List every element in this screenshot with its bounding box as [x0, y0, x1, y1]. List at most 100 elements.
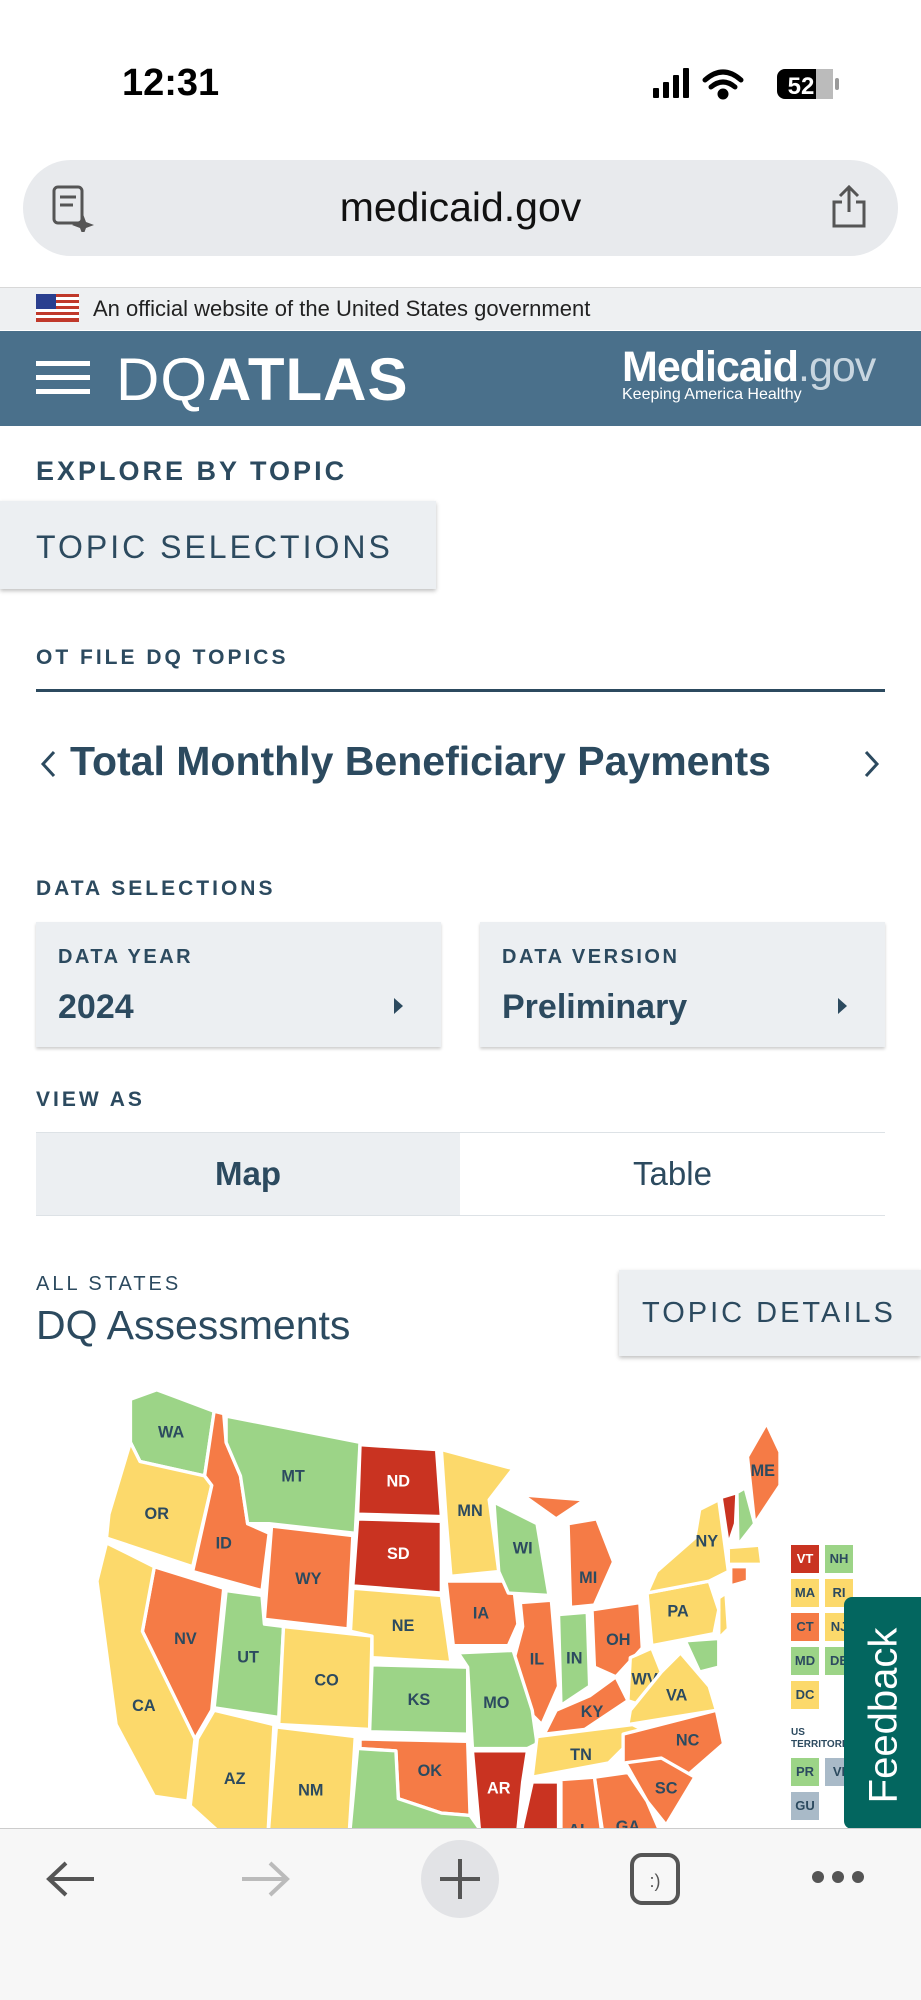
state-label-ny: NY	[696, 1533, 719, 1551]
state-sd[interactable]	[351, 1517, 444, 1595]
state-me[interactable]	[745, 1421, 780, 1526]
next-topic-chevron-icon[interactable]	[862, 748, 882, 780]
feedback-tab[interactable]: Feedback	[844, 1597, 921, 1829]
brand-suffix: .gov	[798, 343, 876, 391]
state-mi[interactable]	[566, 1517, 616, 1610]
caret-right-icon	[394, 998, 403, 1014]
state-ca[interactable]	[95, 1541, 197, 1803]
legend-state-ma[interactable]: MA	[791, 1579, 819, 1607]
state-label-mn: MN	[457, 1502, 482, 1520]
state-ms[interactable]	[515, 1780, 561, 1830]
brand-tagline: Keeping America Healthy	[622, 386, 802, 403]
data-year-select[interactable]: DATA YEAR 2024	[36, 922, 441, 1047]
status-time: 12:31	[122, 62, 220, 104]
legend-state-pr[interactable]: PR	[791, 1758, 819, 1786]
reader-page-icon[interactable]	[51, 184, 95, 232]
state-az[interactable]	[188, 1708, 276, 1830]
topics-section-label: OT FILE DQ TOPICS	[36, 646, 289, 669]
new-tab-plus-icon[interactable]	[420, 1839, 500, 1919]
state-ny[interactable]	[645, 1498, 731, 1595]
view-map-tab[interactable]: Map	[36, 1133, 460, 1215]
state-label-ky: KY	[581, 1703, 604, 1721]
legend-state-vt[interactable]: VT	[791, 1545, 819, 1573]
explore-heading: EXPLORE BY TOPIC	[36, 456, 348, 486]
state-label-wy: WY	[295, 1570, 321, 1588]
legend-state-nh[interactable]: NH	[825, 1545, 853, 1573]
state-ar[interactable]	[470, 1749, 530, 1830]
battery-level: 52	[788, 73, 815, 100]
more-options-icon[interactable]	[810, 1869, 866, 1885]
data-year-label: DATA YEAR	[58, 946, 194, 968]
state-mi[interactable]	[520, 1493, 587, 1521]
state-label-wa: WA	[158, 1424, 184, 1442]
state-label-sd: SD	[387, 1545, 410, 1563]
view-toggle: Map Table	[36, 1132, 885, 1216]
view-table-tab[interactable]: Table	[633, 1155, 712, 1192]
url-text[interactable]: medicaid.gov	[339, 184, 582, 230]
medicaid-gov-logo[interactable]: Medicaid.gov Keeping America Healthy	[622, 343, 876, 404]
previous-topic-chevron-icon[interactable]	[38, 748, 58, 780]
state-label-ar: AR	[487, 1779, 511, 1797]
us-state-map: WA OR ID MT ND SD WY NV CA UT CO NE KS MN IA WI MI IL IN OH…	[95, 1388, 780, 1830]
state-label-il: IL	[530, 1650, 545, 1668]
state-label-nv: NV	[174, 1630, 197, 1648]
data-year-value: 2024	[58, 988, 134, 1026]
state-label-ca: CA	[132, 1697, 156, 1715]
state-ne[interactable]	[348, 1586, 453, 1665]
back-arrow-icon[interactable]	[44, 1859, 98, 1899]
state-label-tn: TN	[570, 1746, 592, 1764]
legend-state-dc[interactable]: DC	[791, 1681, 819, 1709]
state-vt[interactable]	[719, 1490, 739, 1546]
state-label-oh: OH	[606, 1631, 630, 1649]
topic-details-button[interactable]: TOPIC DETAILS	[619, 1270, 921, 1356]
state-md[interactable]	[682, 1636, 721, 1674]
state-in[interactable]	[556, 1610, 592, 1708]
state-label-id: ID	[216, 1535, 233, 1553]
state-ks[interactable]	[367, 1663, 470, 1736]
state-nd[interactable]	[355, 1443, 444, 1519]
dq-atlas-logo[interactable]: DQATLAS	[116, 345, 409, 414]
state-label-nc: NC	[676, 1732, 700, 1750]
site-header: DQATLAS Medicaid.gov Keeping America Hea…	[0, 331, 921, 426]
gov-banner: An official website of the United States…	[0, 287, 921, 330]
feedback-label: Feedback	[861, 1627, 906, 1804]
topic-selections-button[interactable]: TOPIC SELECTIONS	[0, 501, 436, 589]
state-label-me: ME	[751, 1462, 776, 1480]
forward-arrow-icon[interactable]	[238, 1859, 292, 1899]
data-selections-heading: DATA SELECTIONS	[36, 877, 276, 900]
state-label-mt: MT	[281, 1468, 305, 1486]
state-ct[interactable]	[729, 1565, 750, 1589]
hamburger-menu-icon[interactable]	[36, 361, 90, 394]
state-label-sc: SC	[655, 1779, 678, 1797]
state-label-va: VA	[666, 1687, 688, 1705]
legend-state-gu[interactable]: GU	[791, 1792, 819, 1820]
state-al[interactable]	[559, 1775, 606, 1830]
view-as-heading: VIEW AS	[36, 1088, 145, 1111]
state-mo[interactable]	[456, 1648, 539, 1751]
state-nm[interactable]	[266, 1725, 357, 1830]
territories-heading: US TERRITORIES	[791, 1727, 859, 1750]
legend-state-ct[interactable]: CT	[791, 1613, 819, 1641]
state-nj[interactable]	[717, 1590, 731, 1643]
section-divider	[36, 689, 885, 692]
state-label-al: AL	[568, 1822, 590, 1830]
state-ga[interactable]	[592, 1770, 662, 1830]
tabs-overview-icon[interactable]: :)	[628, 1851, 682, 1907]
state-label-ne: NE	[392, 1617, 415, 1635]
state-wy[interactable]	[262, 1524, 355, 1631]
state-label-mi: MI	[579, 1569, 597, 1587]
state-label-ks: KS	[408, 1691, 431, 1709]
state-wi[interactable]	[492, 1500, 551, 1598]
state-label-in: IN	[566, 1649, 582, 1667]
state-tx[interactable]	[305, 1746, 484, 1830]
state-label-pa: PA	[667, 1602, 689, 1620]
all-states-label: ALL STATES	[36, 1273, 182, 1295]
share-icon[interactable]	[829, 184, 869, 230]
state-ma[interactable]	[726, 1543, 764, 1567]
gov-banner-text: An official website of the United States…	[93, 296, 591, 321]
state-label-ok: OK	[418, 1762, 443, 1780]
caret-right-icon	[838, 998, 847, 1014]
legend-state-md[interactable]: MD	[791, 1647, 819, 1675]
data-version-select[interactable]: DATA VERSION Preliminary	[480, 922, 885, 1047]
address-bar[interactable]: medicaid.gov	[23, 160, 898, 256]
